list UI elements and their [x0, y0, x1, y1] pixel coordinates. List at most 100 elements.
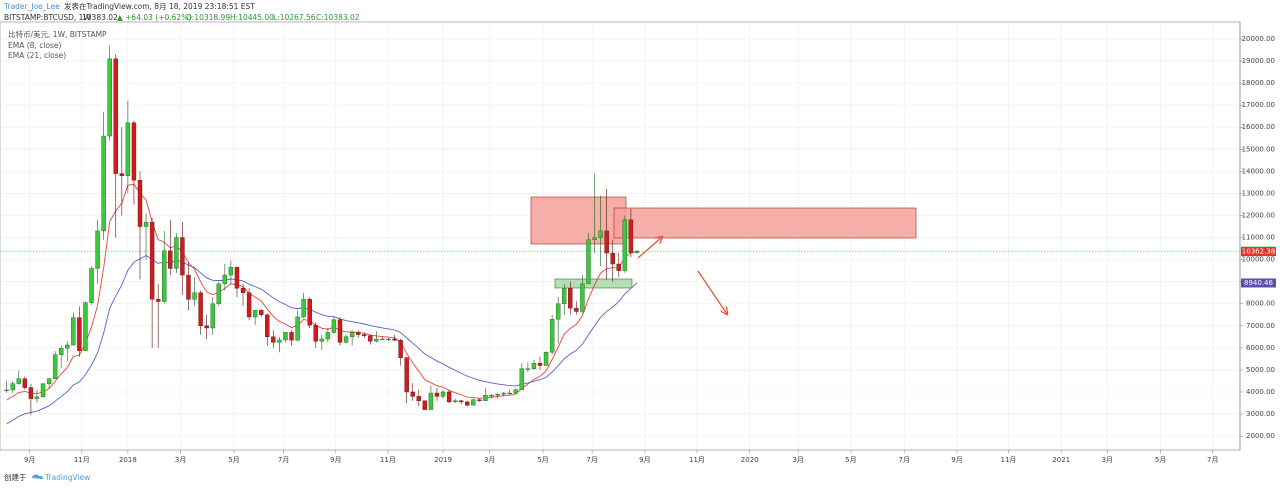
candle-body	[137, 179, 143, 227]
y-tick-label: 15000.00	[1242, 145, 1275, 153]
candle-body	[155, 299, 161, 302]
candle-body	[495, 393, 500, 396]
candle-body	[252, 310, 258, 318]
x-tick-label: 3月	[175, 456, 186, 464]
x-tick-label: 11月	[689, 456, 705, 464]
x-tick-label: 11月	[380, 456, 396, 464]
candle-body	[616, 263, 621, 271]
symbol: BITSTAMP:BTCUSD, 1W	[4, 13, 91, 22]
candle-body	[259, 310, 264, 315]
y-tick-label: 12000.00	[1242, 211, 1275, 219]
symbol-legend: 比特币/美元, 1W, BITSTAMP	[8, 29, 107, 39]
y-tick-label: 5000.00	[1246, 366, 1275, 374]
x-tick-label: 9月	[951, 456, 962, 464]
y-tick-label: 8000.00	[1246, 300, 1275, 308]
y-tick-label: 14000.00	[1242, 167, 1275, 175]
x-tick-label: 7月	[586, 456, 597, 464]
candle-body	[28, 387, 34, 399]
candle-body	[180, 237, 185, 276]
candle-body	[222, 274, 228, 285]
x-tick-label: 9月	[24, 456, 35, 464]
candle-body	[71, 317, 76, 346]
candle-body	[271, 336, 276, 343]
candle-body	[459, 400, 464, 403]
candle-body	[562, 288, 567, 304]
candle-body	[16, 378, 21, 384]
candle-body	[555, 303, 561, 320]
candle-body	[83, 302, 88, 351]
candle-body	[46, 378, 52, 385]
candle-body	[331, 319, 337, 333]
candle-body	[513, 389, 518, 394]
candle-body	[65, 344, 70, 349]
y-tick-label: 2000.00	[1246, 432, 1275, 440]
candle-body	[568, 288, 573, 309]
candle-body	[586, 239, 591, 285]
candle-body	[313, 324, 318, 342]
candle-body	[125, 122, 131, 176]
x-tick-label: 3月	[1102, 456, 1113, 464]
candle-body	[610, 252, 615, 265]
candle-body	[52, 354, 58, 379]
drawings	[530, 196, 917, 289]
candle-body	[465, 401, 470, 406]
candle-body	[501, 392, 506, 395]
candle-body	[101, 135, 106, 232]
candle-body	[398, 339, 403, 358]
y-tick-label: 20000.00	[1242, 35, 1275, 43]
candle-body	[519, 368, 525, 390]
footer: 创建于	[4, 472, 27, 482]
candle-body	[422, 400, 428, 410]
candle-body	[192, 292, 197, 300]
candle-body	[325, 332, 331, 340]
candle-body	[592, 237, 597, 240]
x-tick-label: 5月	[228, 456, 239, 464]
arrow-down	[697, 270, 727, 314]
candle-body	[265, 314, 270, 338]
candle-body	[543, 352, 549, 366]
candle-body	[574, 307, 579, 312]
y-tick-label: 11000.00	[1242, 234, 1275, 242]
brand-logo	[32, 474, 44, 479]
resistance-box	[530, 196, 627, 245]
candle-body	[362, 334, 367, 336]
candle-body	[77, 317, 82, 351]
candle-body	[507, 392, 512, 395]
candle-body	[149, 221, 155, 300]
ohlc-high: H:10445.00	[230, 13, 274, 22]
candle-body	[4, 389, 9, 391]
x-tick-label: 3月	[484, 456, 495, 464]
x-tick-label: 7月	[278, 456, 289, 464]
candle-body	[404, 357, 409, 393]
x-tick-label: 7月	[899, 456, 910, 464]
candle-body	[628, 219, 634, 253]
candle-body	[410, 391, 415, 397]
ema8-tag: 10362.38	[1242, 248, 1275, 256]
candle-body	[355, 332, 361, 335]
resistance-zone	[613, 207, 917, 239]
candle-body	[368, 335, 373, 342]
candle-body	[295, 316, 300, 341]
candle-body	[452, 400, 458, 403]
candle-body	[162, 250, 167, 302]
y-tick-label: 4000.00	[1246, 388, 1275, 396]
x-tick-label: 2019	[434, 456, 452, 464]
ema-line	[6, 183, 638, 401]
plot	[0, 45, 1240, 425]
candle-body	[216, 283, 221, 304]
candle-body	[307, 299, 312, 326]
y-tick-label: 16000.00	[1242, 123, 1275, 131]
last-price: 10383.02	[82, 13, 118, 22]
candle-body	[483, 395, 488, 402]
candle-body	[471, 399, 476, 406]
x-tick-label: 5月	[537, 456, 548, 464]
x-tick-label: 7月	[1207, 456, 1218, 464]
candle-body	[428, 392, 434, 410]
candle-body	[446, 391, 452, 403]
candle-body	[489, 395, 494, 397]
candle-body	[107, 58, 112, 137]
candle-body	[434, 392, 440, 397]
candle-body	[349, 332, 355, 338]
y-tick-label: 18000.00	[1242, 79, 1275, 87]
